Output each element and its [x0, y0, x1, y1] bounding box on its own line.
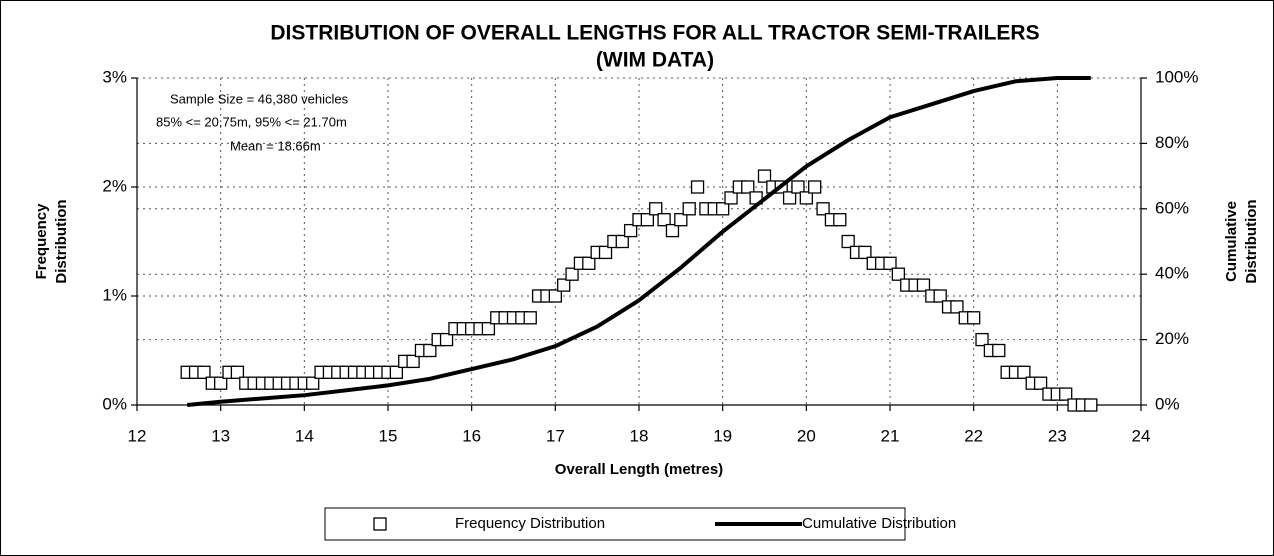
- x-tick-label: 16: [462, 426, 481, 445]
- chart-title: DISTRIBUTION OF OVERALL LENGTHS FOR ALL …: [270, 22, 1039, 45]
- marker: [791, 180, 805, 194]
- y2-tick-label: 0%: [1155, 394, 1180, 413]
- marker: [674, 213, 688, 227]
- legend-label: Cumulative Distribution: [802, 515, 956, 532]
- x-tick-label: 19: [713, 426, 732, 445]
- x-tick-label: 13: [211, 426, 230, 445]
- marker: [933, 289, 947, 303]
- marker: [782, 191, 797, 205]
- y-axis-label: Frequency: [33, 203, 50, 280]
- marker: [197, 365, 211, 379]
- legend-label: Frequency Distribution: [455, 515, 605, 532]
- x-tick-label: 21: [881, 426, 900, 445]
- marker: [883, 256, 897, 270]
- marker: [841, 234, 855, 249]
- y2-tick-label: 20%: [1155, 329, 1189, 348]
- marker: [799, 191, 813, 205]
- legend: [324, 507, 906, 541]
- x-tick-label: 18: [630, 426, 649, 445]
- x-tick-label: 22: [964, 426, 983, 445]
- y2-tick-label: 40%: [1155, 264, 1189, 283]
- marker: [598, 245, 613, 260]
- marker: [716, 202, 730, 216]
- marker: [858, 245, 872, 260]
- annotation: 85% <= 20.75m, 95% <= 21.70m: [156, 114, 347, 129]
- marker: [690, 180, 705, 194]
- marker: [582, 256, 596, 270]
- marker: [757, 169, 772, 183]
- marker: [741, 180, 755, 194]
- x-axis-label: Overall Length (metres): [555, 461, 723, 478]
- marker: [214, 376, 228, 390]
- marker: [967, 311, 981, 325]
- marker: [891, 267, 906, 281]
- y2-axis-label: Distribution: [1243, 199, 1260, 283]
- y-tick-label: 0%: [102, 394, 127, 413]
- marker: [481, 322, 496, 336]
- marker: [816, 202, 830, 216]
- marker: [548, 289, 562, 303]
- x-tick-label: 14: [295, 426, 314, 445]
- y2-tick-label: 100%: [1155, 67, 1198, 86]
- y2-tick-label: 60%: [1155, 198, 1189, 217]
- x-tick-label: 17: [546, 426, 565, 445]
- marker: [523, 311, 537, 325]
- x-tick-label: 12: [128, 426, 147, 445]
- marker: [665, 223, 680, 238]
- marker: [1084, 398, 1098, 412]
- marker: [649, 202, 663, 216]
- marker: [565, 267, 579, 281]
- legend-marker: [373, 517, 387, 531]
- marker: [439, 332, 454, 347]
- marker: [1017, 365, 1031, 379]
- marker: [423, 343, 437, 358]
- x-tick-label: 20: [797, 426, 816, 445]
- marker: [389, 365, 404, 379]
- marker: [1059, 387, 1073, 401]
- marker: [230, 365, 245, 379]
- y-tick-label: 3%: [102, 67, 127, 86]
- marker: [1033, 376, 1048, 390]
- marker: [950, 300, 964, 314]
- marker: [306, 376, 320, 390]
- marker: [406, 354, 420, 369]
- x-tick-label: 23: [1048, 426, 1067, 445]
- marker: [833, 213, 847, 227]
- marker: [682, 202, 696, 216]
- marker: [916, 278, 931, 292]
- marker: [615, 234, 629, 249]
- chart-title: (WIM DATA): [596, 49, 714, 72]
- legend-box: [324, 507, 906, 541]
- marker: [724, 191, 738, 205]
- marker: [557, 278, 571, 292]
- marker: [657, 213, 671, 227]
- marker: [808, 180, 822, 194]
- y-axis-label: Distribution: [53, 199, 70, 283]
- y2-tick-label: 80%: [1155, 133, 1189, 152]
- y-tick-label: 2%: [102, 176, 127, 195]
- marker: [640, 213, 655, 227]
- marker: [975, 332, 989, 347]
- line: [187, 76, 1091, 407]
- marker: [623, 223, 638, 238]
- y-tick-label: 1%: [102, 285, 127, 304]
- annotation: Mean = 18.66m: [230, 138, 321, 153]
- x-tick-label: 24: [1132, 426, 1151, 445]
- x-tick-label: 15: [379, 426, 398, 445]
- marker: [992, 343, 1006, 358]
- y2-axis-label: Cumulative: [1223, 201, 1240, 282]
- annotation: Sample Size = 46,380 vehicles: [170, 91, 349, 106]
